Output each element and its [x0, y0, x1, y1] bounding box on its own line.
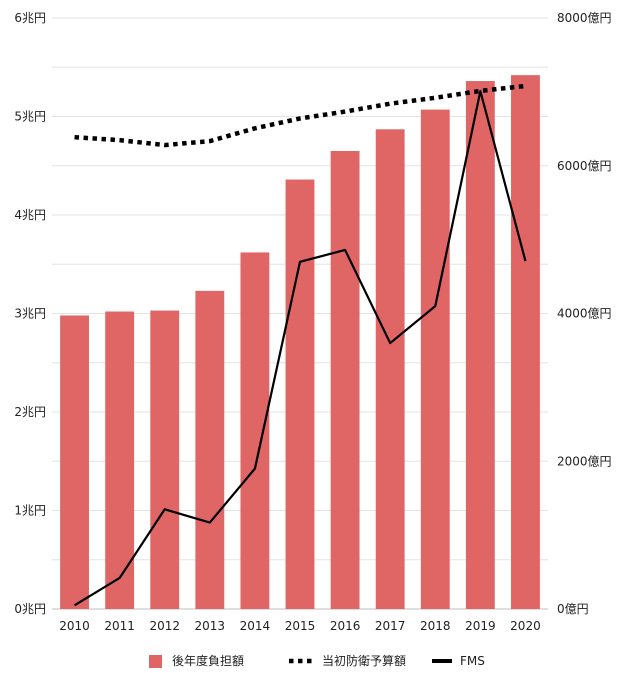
- y-left-tick-label: 1兆円: [14, 504, 46, 518]
- bar: [240, 252, 270, 609]
- x-tick-label: 2011: [104, 619, 135, 633]
- legend-label: 後年度負担額: [172, 653, 244, 668]
- axes: 0兆円 1兆円 2兆円 3兆円 4兆円 5兆円 6兆円 0億円 2000億円 4000億円 6000…: [14, 11, 611, 633]
- line-series: [73, 83, 527, 607]
- x-tick-label: 2017: [375, 619, 406, 633]
- y-left-tick-label: 0兆円: [14, 602, 46, 616]
- x-tick-label: 2020: [510, 619, 541, 633]
- y-left-tick-label: 3兆円: [14, 307, 46, 321]
- y-right-tick-label: 0億円: [557, 602, 589, 616]
- bar: [60, 315, 89, 609]
- bar: [150, 310, 180, 609]
- bar: [511, 75, 540, 609]
- x-tick-label: 2014: [240, 619, 271, 633]
- bar: [105, 311, 135, 609]
- y-right-tick-label: 4000億円: [557, 307, 612, 321]
- legend-label: 当初防衛予算額: [322, 653, 406, 668]
- y-left-tick-label: 2兆円: [14, 405, 46, 419]
- bar: [330, 150, 360, 609]
- legend-swatch: [149, 655, 162, 668]
- x-tick-label: 2018: [420, 619, 451, 633]
- x-tick-label: 2013: [195, 619, 226, 633]
- bar: [285, 179, 315, 610]
- y-left-tick-label: 4兆円: [14, 208, 46, 222]
- x-tick-label: 2019: [465, 619, 496, 633]
- bar: [420, 109, 450, 609]
- y-left-tick-label: 6兆円: [14, 11, 46, 25]
- x-tick-label: 2012: [149, 619, 180, 633]
- legend: 後年度負担額 当初防衛予算額 FMS: [149, 653, 485, 668]
- bar-series: [60, 75, 540, 610]
- dotted-line-series: [74, 83, 526, 148]
- x-tick-label: 2016: [330, 619, 361, 633]
- y-right-tick-label: 6000億円: [557, 159, 612, 173]
- bar: [375, 129, 405, 609]
- bar: [465, 81, 495, 610]
- y-right-tick-label: 8000億円: [557, 11, 612, 25]
- solid-line-series: [73, 90, 527, 607]
- y-right-tick-label: 2000億円: [557, 454, 612, 468]
- bar: [195, 290, 225, 609]
- y-left-tick-label: 5兆円: [14, 110, 46, 124]
- x-tick-label: 2015: [285, 619, 316, 633]
- x-tick-label: 2010: [59, 619, 90, 633]
- legend-label: FMS: [460, 654, 485, 668]
